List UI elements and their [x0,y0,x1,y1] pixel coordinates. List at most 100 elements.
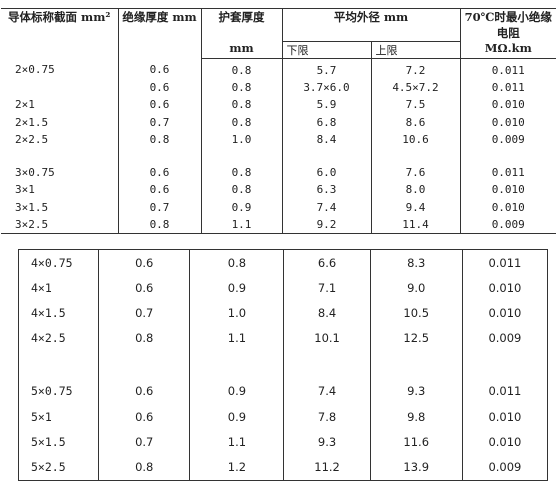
table-cell: 5.7 [282,58,372,79]
table-cell: 9.8 [370,403,463,430]
table-cell: 4×1.5 [18,300,100,326]
table-cell: 0.010 [462,275,549,301]
table-cell: 0.7 [98,429,191,455]
table-cell: 9.3 [370,378,463,404]
table-cell: 11.6 [370,429,463,455]
table-cell: 0.9 [189,403,285,430]
table-row: 5×1 0.6 0.9 7.8 9.8 0.010 [18,403,549,430]
table-cell: 3.7×6.0 [282,78,372,97]
table-cell: 8.4 [282,130,372,148]
lower-spec-table: 4×0.75 0.6 0.8 6.6 8.3 0.011 4×1 0.6 0.9 7.1 9.0 0.… [18,249,549,481]
table-cell: 6.0 [282,163,372,182]
table-cell: 7.2 [371,58,461,79]
subheader-row: mm 下限 上限 MΩ.km [1,40,556,59]
table-cell: 0.009 [491,132,525,146]
table-cell: 0.9 [201,198,283,216]
table-cell: 0.011 [491,166,525,180]
table-cell: 4×2.5 [18,325,100,351]
table-cell: 7.4 [283,378,371,404]
table-cell: 0.7 [118,198,202,216]
table-cell: 0.6 [98,275,191,301]
table-cell: 0.6 [98,249,191,276]
header-sheath: 护套厚度 [201,8,283,41]
table-cell: 6.6 [283,249,371,276]
table-cell: 1.2 [189,454,285,480]
header-conductor: 导体标称截面 mm² [1,8,119,58]
table-row: 2×1 0.6 0.8 5.9 7.5 0.010 [1,96,556,114]
table-row: 4×1 0.6 0.9 7.1 9.0 0.010 [18,275,549,301]
upper-table-body: 2×0.75 0.6 0.8 5.7 7.2 0.011 0.6 0.8 3.7×6.0 4.5×… [1,58,556,234]
table-cell: 0.8 [201,113,283,131]
header-resistance-unit: MΩ.km [460,41,556,59]
header-upper: 上限 [371,40,461,59]
table-cell: 0.010 [462,403,549,430]
table-cell: 0.6 [118,58,202,79]
table-cell: 0.010 [462,429,549,455]
table-cell: 1.1 [189,429,285,455]
table-cell: 3×1.5 [1,198,119,216]
table-row: 4×1.5 0.7 1.0 8.4 10.5 0.010 [18,300,549,326]
table-row: 3×2.5 0.8 1.1 9.2 11.4 0.009 [1,215,556,234]
header-avg-od: 平均外径 mm [282,8,461,41]
table-cell: 0.010 [491,200,525,214]
table-cell: 5×1.5 [18,429,100,455]
table-cell: 4×1 [18,275,100,301]
table-cell: 9.4 [371,198,461,216]
table-cell: 0.009 [491,218,525,232]
table-cell: 1.0 [189,300,285,326]
table-cell: 10.5 [370,300,463,326]
table-row: 5×0.75 0.6 0.9 7.4 9.3 0.011 [18,378,549,404]
table-cell: 5×1 [18,403,100,430]
table-cell: 0.8 [98,454,191,480]
table-cell: 11.4 [371,215,461,234]
table-row: 0.6 0.8 3.7×6.0 4.5×7.2 0.011 [1,78,556,97]
table-cell: 12.5 [370,325,463,351]
table-cell: 0.010 [491,98,525,112]
table-cell: 0.6 [98,378,191,404]
table-cell: 0.6 [118,78,202,97]
table-row: 2×0.75 0.6 0.8 5.7 7.2 0.011 [1,58,556,79]
table-cell: 0.011 [491,63,525,77]
table-cell: 8.6 [371,113,461,131]
upper-spec-table: 导体标称截面 mm² 绝缘厚度 mm 护套厚度 平均外径 mm 70℃时最小绝缘… [1,8,556,235]
table-cell: 1.0 [201,130,283,148]
table-cell: 0.6 [118,163,202,182]
header-sheath-unit: mm [201,41,283,59]
header-row: 导体标称截面 mm² 绝缘厚度 mm 护套厚度 平均外径 mm 70℃时最小绝缘… [1,8,556,58]
table-cell: 8.3 [370,249,463,276]
table-cell: 0.6 [118,96,202,114]
table-cell: 0.6 [118,181,202,199]
table-cell: 0.6 [98,403,191,430]
table-cell: 0.8 [201,78,283,97]
table-cell: 10.1 [283,325,371,351]
table-cell: 0.011 [462,378,549,404]
table-cell: 3×0.75 [1,163,119,182]
table-cell: 8.0 [371,181,461,199]
table-cell: 5×0.75 [18,378,100,404]
table-row: 5×1.5 0.7 1.1 9.3 11.6 0.010 [18,429,549,455]
table-cell: 2×1.5 [1,113,119,131]
table-row: 3×1.5 0.7 0.9 7.4 9.4 0.010 [1,198,556,216]
spacer-row [1,147,556,164]
table-cell: 3×1 [1,181,119,199]
table-cell: 1.1 [201,215,283,234]
table-cell: 0.7 [98,300,191,326]
spacer-row [18,350,549,379]
table-cell: 8.4 [283,300,371,326]
table-cell: 4×0.75 [18,249,100,276]
table-cell: 0.9 [189,378,285,404]
table-cell: 0.8 [118,130,202,148]
table-cell: 1.1 [189,325,285,351]
table-row: 4×0.75 0.6 0.8 6.6 8.3 0.011 [18,249,549,276]
table-cell: 2×0.75 [1,58,119,79]
header-insulation: 绝缘厚度 mm [118,8,202,58]
table-row: 5×2.5 0.8 1.2 11.2 13.9 0.009 [18,454,549,480]
table-cell: 9.2 [282,215,372,234]
table-row: 2×1.5 0.7 0.8 6.8 8.6 0.010 [1,113,556,131]
table-cell: 9.0 [370,275,463,301]
table-cell: 2×2.5 [1,130,119,148]
table-cell: 6.8 [282,113,372,131]
table-cell: 5.9 [282,96,372,114]
table-cell: 0.8 [201,58,283,79]
table-cell: 7.6 [371,163,461,182]
